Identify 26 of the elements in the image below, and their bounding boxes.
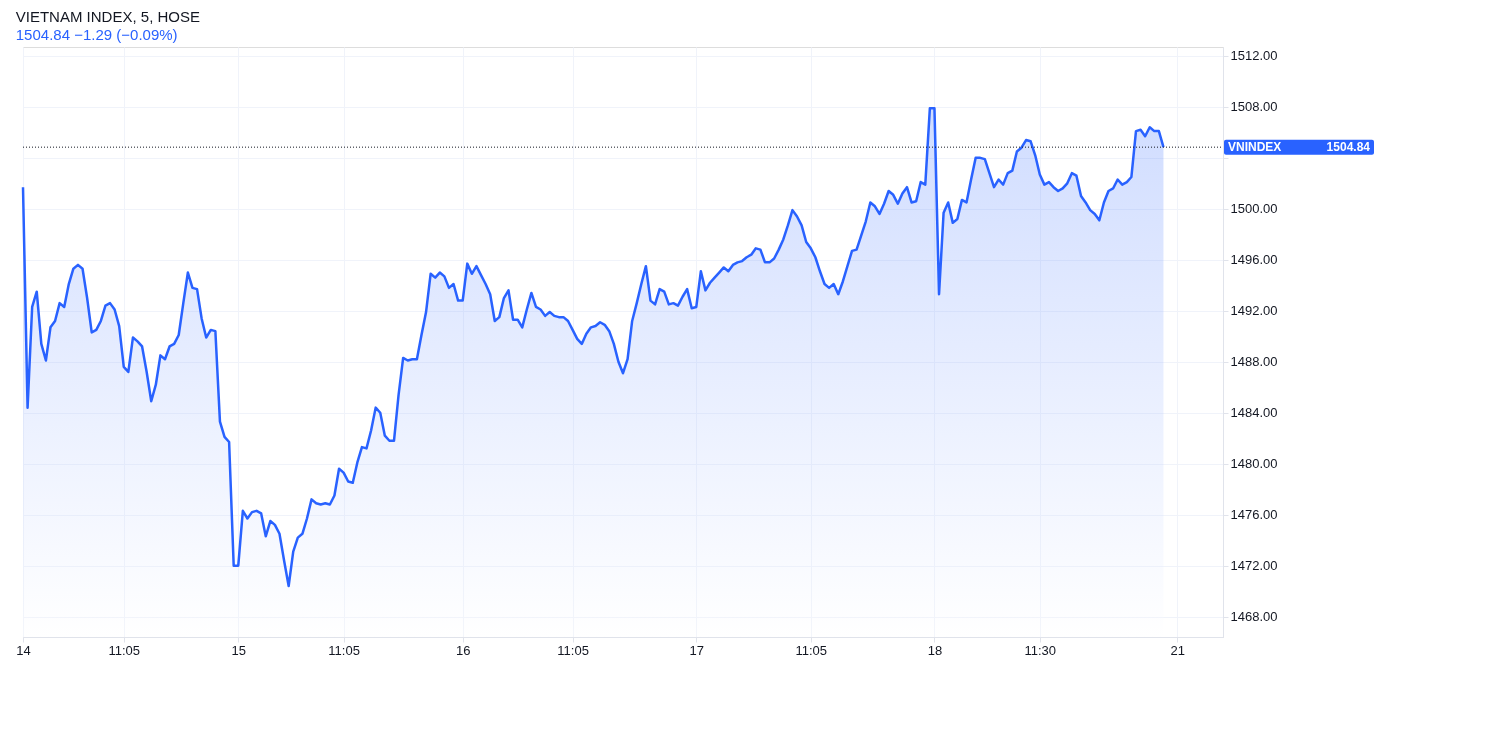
- x-tick-label: 11:30: [1024, 642, 1057, 658]
- y-tick-label: 1476.00: [1230, 507, 1278, 523]
- x-tick-label: 11:05: [328, 642, 360, 658]
- x-tick-label: 11:05: [795, 642, 828, 658]
- y-tick-label: 1492.00: [1230, 303, 1278, 319]
- y-tick-label: 1500.00: [1230, 201, 1278, 217]
- y-tick-label: 1468.00: [1230, 609, 1278, 625]
- y-tick-label: 1508.00: [1230, 99, 1278, 115]
- y-tick-label: 1472.00: [1230, 558, 1278, 574]
- y-tick-label: 1496.00: [1230, 252, 1278, 268]
- y-tick-label: 1488.00: [1230, 354, 1278, 370]
- x-tick-label: 21: [1170, 642, 1185, 658]
- x-tick-label: 17: [689, 642, 705, 658]
- x-tick-label: 18: [927, 642, 943, 658]
- x-tick-label: 14: [16, 642, 31, 658]
- x-tick-label: 11:05: [557, 642, 589, 658]
- chart-subtitle: 1504.84 −1.29 (−0.09%): [15, 26, 178, 43]
- chart-title: VIETNAM INDEX, 5, HOSE: [15, 8, 200, 25]
- ref-line-label: VNINDEX: [1228, 140, 1282, 155]
- x-tick-label: 11:05: [108, 642, 141, 658]
- y-tick-label: 1512.00: [1230, 48, 1278, 64]
- y-tick-label: 1484.00: [1230, 405, 1278, 421]
- x-tick-label: 15: [231, 642, 246, 658]
- text: 1504.84: [1326, 140, 1371, 155]
- x-tick-label: 16: [455, 642, 471, 658]
- y-tick-label: 1480.00: [1230, 456, 1278, 472]
